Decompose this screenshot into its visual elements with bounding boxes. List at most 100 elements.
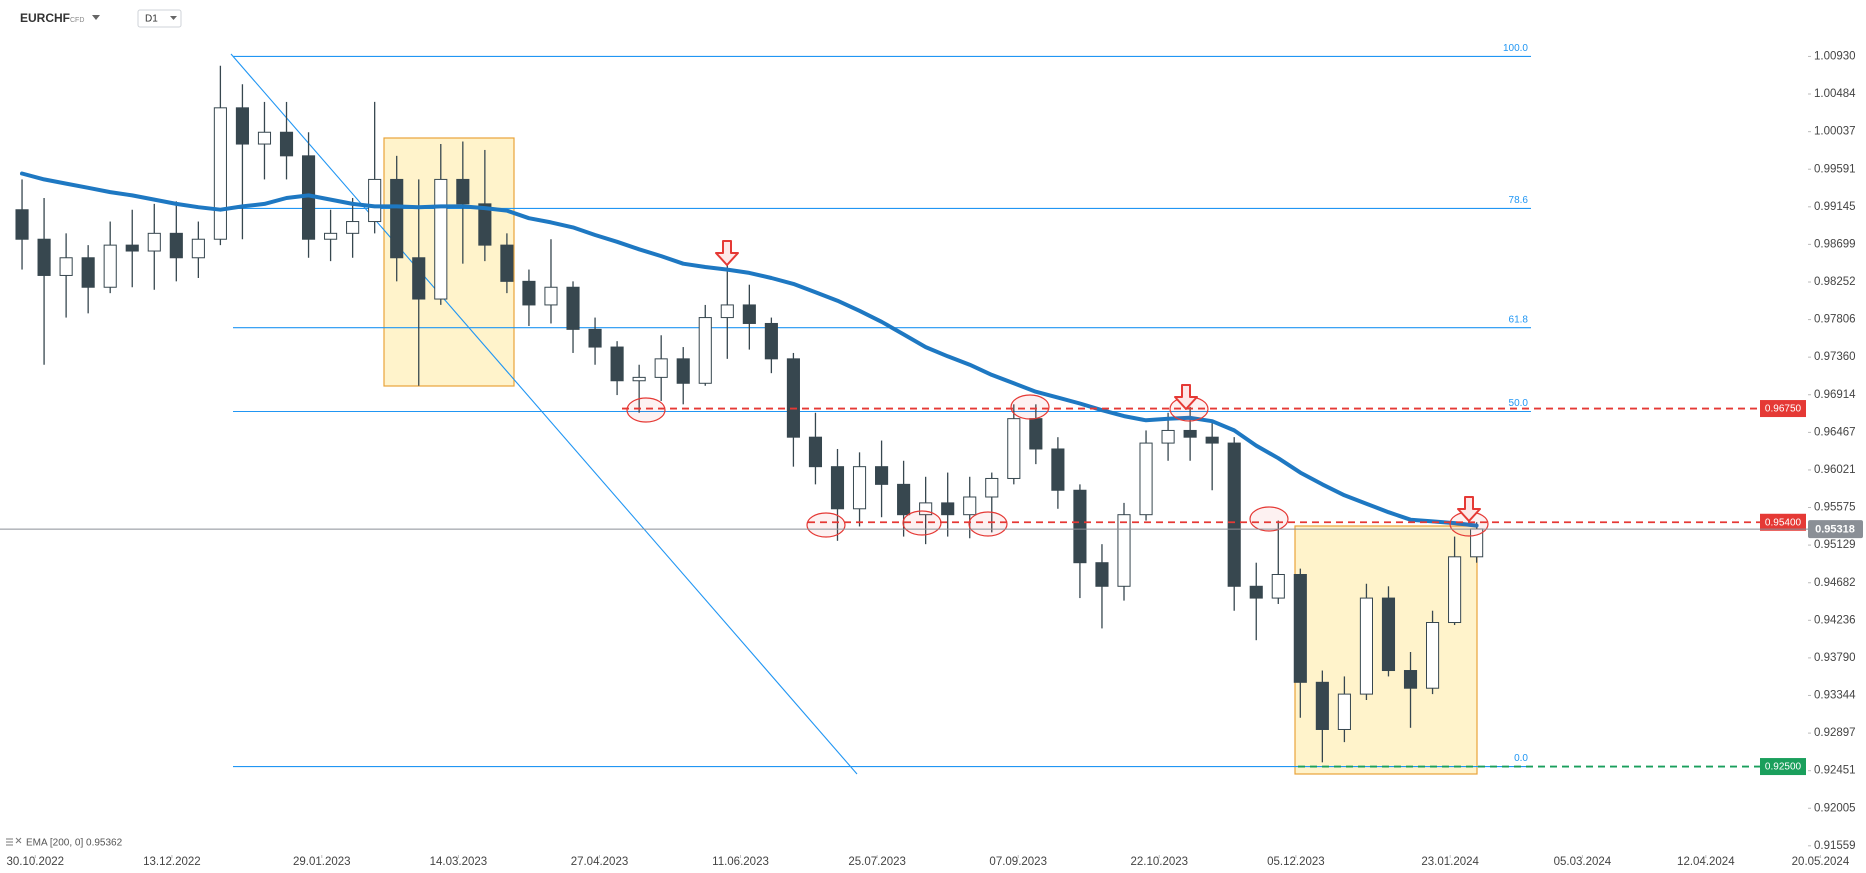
down-arrow bbox=[1457, 496, 1481, 522]
candle-body bbox=[1315, 681, 1329, 730]
x-tick-label: 22.10.2023 bbox=[1130, 856, 1188, 868]
candle-body bbox=[1095, 562, 1109, 587]
candle-body bbox=[764, 322, 778, 360]
y-tick-label: 0.93344 bbox=[1814, 689, 1856, 701]
instrument-type: CFD bbox=[70, 17, 84, 24]
x-tick-label: 14.03.2023 bbox=[430, 856, 488, 868]
candle-body bbox=[390, 178, 404, 259]
candle-body bbox=[1205, 436, 1219, 444]
x-tick-label: 23.01.2024 bbox=[1421, 856, 1479, 868]
dropdown-icon[interactable] bbox=[170, 16, 177, 20]
candle-body bbox=[125, 244, 139, 252]
candle-body bbox=[1117, 514, 1131, 587]
candle-body bbox=[1359, 597, 1373, 695]
x-tick-label: 11.06.2023 bbox=[712, 856, 769, 868]
candle-body bbox=[720, 304, 734, 319]
x-tick-label: 25.07.2023 bbox=[848, 856, 906, 868]
candle-body bbox=[1293, 573, 1307, 683]
candle-body bbox=[279, 131, 294, 157]
candle-body bbox=[1183, 429, 1197, 438]
y-tick-label: 0.95575 bbox=[1814, 502, 1856, 514]
candle-body bbox=[522, 280, 536, 306]
candle-body bbox=[257, 131, 272, 145]
y-tick-label: 0.92451 bbox=[1814, 765, 1856, 777]
candle-body bbox=[852, 466, 867, 510]
plot-area: 100.0 78.6 61.8 50.0 0.0 bbox=[15, 43, 1531, 768]
y-tick-label: 0.92897 bbox=[1814, 727, 1856, 739]
x-tick-label: 20.05.2024 bbox=[1792, 856, 1850, 868]
highlight-ellipse bbox=[1010, 394, 1050, 420]
candle-body bbox=[786, 358, 800, 438]
symbol[interactable]: EURCHF bbox=[20, 11, 70, 25]
fib-label: 78.6 bbox=[1509, 195, 1529, 206]
candle-body bbox=[544, 286, 558, 306]
candle-body bbox=[1029, 418, 1043, 450]
candle-body bbox=[1403, 670, 1418, 689]
indicator-icons[interactable] bbox=[6, 837, 22, 846]
candle-body bbox=[15, 209, 29, 240]
x-tick-label: 07.09.2023 bbox=[989, 856, 1047, 868]
candle-body bbox=[808, 436, 823, 468]
candle-body bbox=[654, 358, 668, 378]
last-price-label: 0.95318 bbox=[1815, 524, 1855, 536]
y-tick-label: 0.96021 bbox=[1814, 464, 1856, 476]
indicator-label: EMA [200, 0] 0.95362 bbox=[26, 838, 123, 849]
candle-body bbox=[412, 257, 426, 300]
highlight-ellipse bbox=[806, 512, 846, 538]
drawings bbox=[230, 53, 1478, 775]
dropdown-icon[interactable] bbox=[92, 15, 100, 20]
level-label: 0.92500 bbox=[1765, 762, 1802, 773]
candle-body bbox=[1073, 489, 1087, 564]
candle-body bbox=[676, 358, 690, 384]
candle-body bbox=[830, 466, 845, 510]
level-tag bbox=[1760, 400, 1806, 418]
candle-body bbox=[1337, 693, 1351, 730]
candle-body bbox=[985, 477, 999, 498]
fib-label: 50.0 bbox=[1509, 398, 1529, 409]
y-tick-label: 0.94236 bbox=[1814, 614, 1856, 626]
y-tick-label: 0.98252 bbox=[1814, 276, 1856, 288]
candle-body bbox=[632, 376, 646, 382]
y-tick-label: 1.00484 bbox=[1814, 88, 1856, 100]
x-tick-label: 12.04.2024 bbox=[1677, 856, 1735, 868]
axes: EMA [200, 0] 0.95362 0.96750 0.95400 0.9250… bbox=[0, 50, 1863, 868]
highlight-box bbox=[383, 137, 515, 387]
timeframe-box[interactable] bbox=[137, 9, 182, 28]
highlight-ellipse bbox=[968, 511, 1008, 537]
y-tick-label: 0.96914 bbox=[1814, 389, 1856, 401]
candle-body bbox=[103, 244, 117, 288]
y-tick-label: 0.97806 bbox=[1814, 314, 1856, 326]
candle-body bbox=[59, 257, 73, 276]
candle-body bbox=[1161, 429, 1175, 444]
highlight-ellipse bbox=[626, 397, 666, 423]
ema-line bbox=[20, 171, 1479, 528]
y-tick-label: 0.95129 bbox=[1814, 539, 1856, 551]
candle-body bbox=[1051, 448, 1065, 491]
y-tick-label: 0.94682 bbox=[1814, 577, 1856, 589]
y-tick-label: 0.98699 bbox=[1814, 238, 1856, 250]
y-tick-label: 1.00930 bbox=[1814, 50, 1856, 62]
toolbar: EURCHF CFD D1 bbox=[6, 9, 182, 846]
candle-body bbox=[478, 203, 492, 246]
candle-body bbox=[1249, 585, 1263, 599]
timeframe[interactable]: D1 bbox=[145, 14, 158, 25]
candle-body bbox=[213, 107, 227, 240]
candle-body bbox=[434, 178, 448, 300]
candle-body bbox=[500, 244, 514, 282]
y-tick-label: 0.92005 bbox=[1814, 802, 1856, 814]
level-tag bbox=[1760, 513, 1806, 531]
candle-body bbox=[1425, 622, 1440, 689]
candle-body bbox=[1381, 597, 1396, 672]
candle-body bbox=[346, 221, 360, 234]
candle-body bbox=[37, 238, 51, 276]
x-tick-label: 27.04.2023 bbox=[571, 856, 629, 868]
candle-body bbox=[1007, 418, 1021, 479]
fib-label: 61.8 bbox=[1509, 314, 1529, 325]
down-arrow bbox=[715, 240, 739, 266]
fib-label: 100.0 bbox=[1503, 43, 1528, 54]
trend-line bbox=[230, 53, 858, 775]
x-tick-label: 29.01.2023 bbox=[293, 856, 351, 868]
y-tick-label: 0.91559 bbox=[1814, 840, 1856, 852]
